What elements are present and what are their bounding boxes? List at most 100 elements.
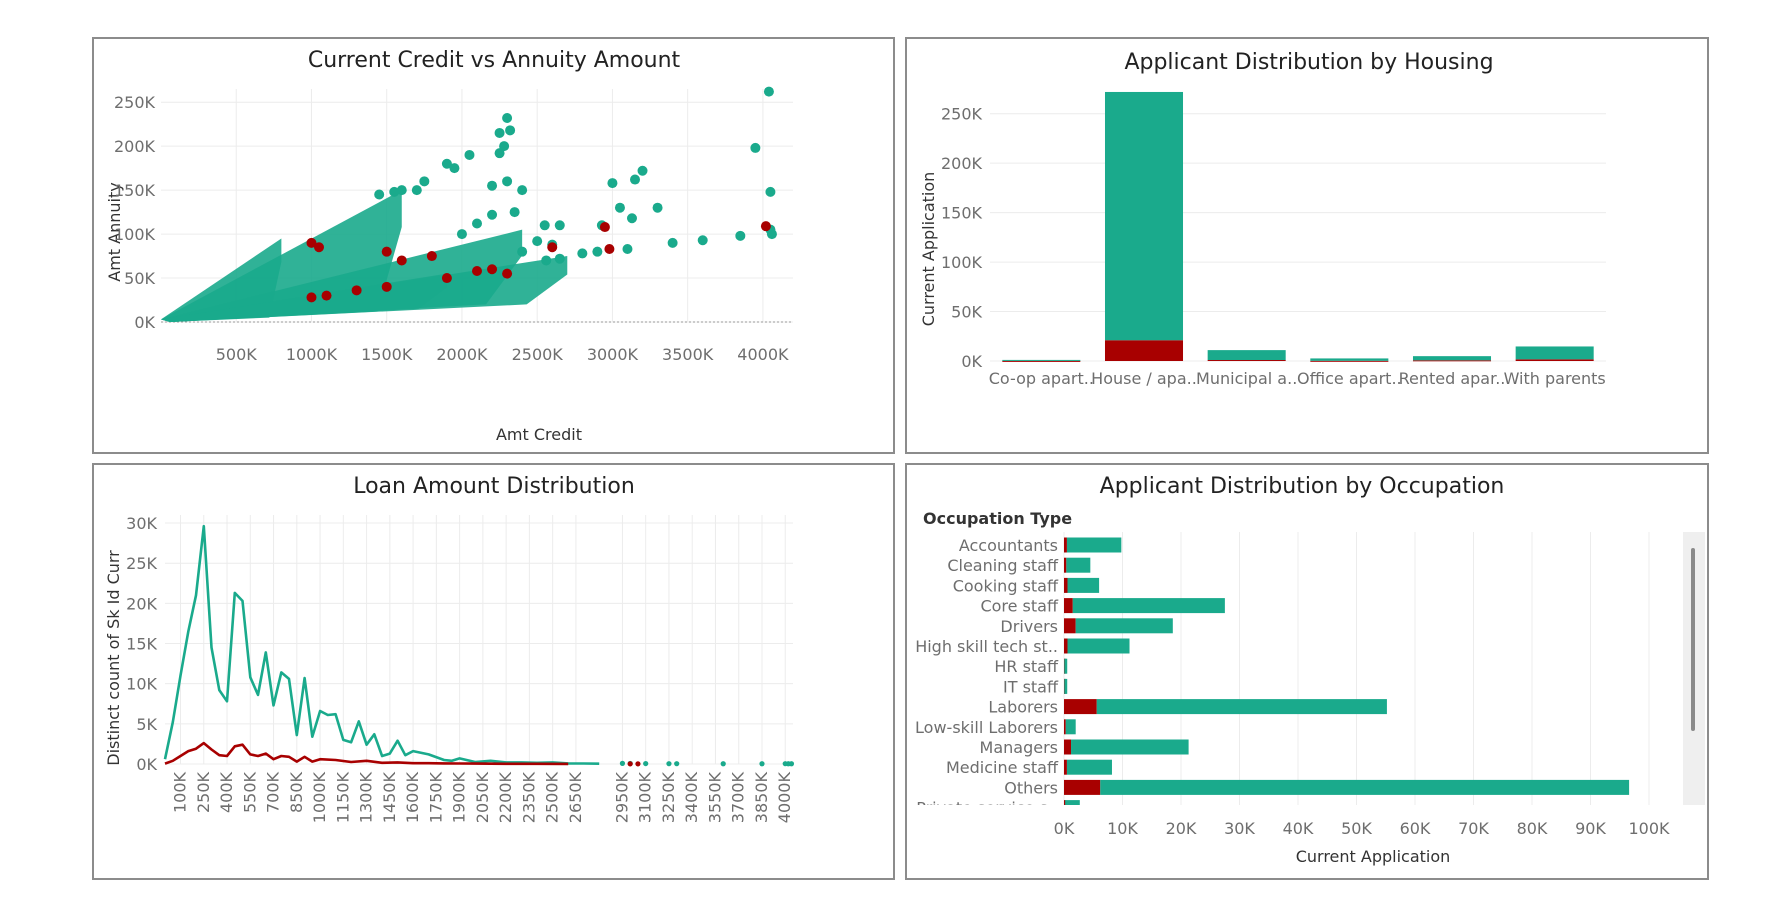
- scatter-point-highlight: [426, 251, 437, 262]
- loan-x-tick-label: 2350K: [519, 772, 538, 824]
- scatter-point-highlight: [306, 237, 317, 248]
- housing-bar-segment: [1002, 360, 1081, 362]
- scatter-point: [554, 220, 565, 231]
- housing-bar-segment: [1104, 340, 1184, 361]
- occupation-x-tick-label: 0K: [1054, 819, 1075, 838]
- scatter-point: [766, 229, 777, 240]
- occupation-x-tick-label: 70K: [1458, 819, 1489, 838]
- loan-y-axis-label: Distinct count of Sk Id Curr: [104, 550, 123, 766]
- occupation-bar-segment: [1065, 800, 1080, 805]
- scatter-point: [539, 220, 550, 231]
- occupation-category-label: Drivers: [1000, 617, 1058, 636]
- loan-x-tick-label: 1000K: [310, 772, 329, 824]
- occupation-bar-segment: [1067, 577, 1100, 593]
- loan-y-tick-label: 5K: [136, 715, 157, 734]
- loan-x-tick-label: 2050K: [473, 772, 492, 824]
- loan-x-tick-label: 3550K: [705, 772, 724, 824]
- occupation-chart: Applicant Distribution by Occupation Occ…: [915, 474, 1705, 866]
- housing-category-label: With parents: [1504, 369, 1606, 388]
- housing-bar-segment: [1515, 346, 1594, 360]
- occupation-category-label: HR staff: [994, 657, 1059, 676]
- scatter-point-highlight: [760, 221, 771, 232]
- scatter-y-tick-label: 0K: [134, 313, 155, 332]
- scatter-point: [637, 165, 648, 176]
- scatter-point-highlight: [351, 285, 362, 296]
- loan-x-tick-label: 700K: [264, 771, 283, 813]
- occupation-x-tick-label: 20K: [1166, 819, 1197, 838]
- loan-x-tick-label: 3100K: [636, 772, 655, 824]
- scatter-x-tick-label: 2000K: [436, 345, 488, 364]
- loan-x-tick-label: 4000K: [775, 772, 794, 824]
- occupation-bar-segment: [1071, 739, 1189, 755]
- scatter-point-highlight: [472, 266, 482, 277]
- housing-category-label: Co-op apart..: [989, 369, 1094, 388]
- scatter-point: [374, 189, 385, 200]
- loan-x-tick-label: 2500K: [543, 772, 562, 824]
- occupation-category-label: Medicine staff: [946, 758, 1059, 777]
- housing-bar-segment: [1310, 358, 1389, 361]
- occupation-category-label: IT staff: [1003, 677, 1059, 696]
- loan-y-tick-label: 15K: [126, 635, 157, 654]
- scatter-point: [630, 174, 640, 185]
- housing-bar-segment: [1412, 360, 1492, 362]
- scatter-point: [750, 142, 761, 153]
- occupation-x-axis-label: Current Application: [1296, 847, 1451, 866]
- scatter-point: [456, 229, 467, 240]
- occupation-bar-segment: [1066, 557, 1091, 573]
- scatter-point: [502, 176, 513, 187]
- scatter-point-highlight: [441, 273, 452, 284]
- scatter-point: [494, 148, 505, 159]
- scatter-y-tick-label: 200K: [114, 137, 156, 156]
- scatter-point: [532, 236, 543, 247]
- occupation-category-label: Others: [1004, 778, 1058, 797]
- loan-line-secondary: [164, 741, 569, 766]
- loan-x-tick-label: 850K: [287, 771, 306, 813]
- housing-y-tick-label: 50K: [951, 303, 982, 322]
- scatter-title: Current Credit vs Annuity Amount: [308, 48, 681, 73]
- occupation-category-label: Laborers: [988, 698, 1058, 717]
- occupation-header: Occupation Type: [923, 509, 1072, 528]
- occupation-category-label: Private service s..: [916, 799, 1058, 818]
- scatter-point-highlight: [487, 264, 498, 275]
- housing-category-label: Office apart..: [1297, 369, 1402, 388]
- occupation-bar-segment: [1064, 638, 1068, 654]
- occupation-title: Applicant Distribution by Occupation: [1100, 474, 1505, 499]
- scatter-point: [411, 185, 422, 196]
- scatter-point: [487, 209, 498, 220]
- housing-panel: Applicant Distribution by Housing Curren…: [905, 37, 1709, 454]
- occupation-bar-segment: [1066, 759, 1112, 775]
- scrollbar-thumb[interactable]: [1691, 548, 1695, 731]
- loan-x-tick-label: 400K: [217, 771, 236, 813]
- loan-y-tick-label: 0K: [136, 755, 157, 774]
- loan-sparse-point: [759, 761, 765, 767]
- scatter-point: [505, 125, 516, 136]
- loan-sparse-point: [788, 761, 795, 767]
- occupation-x-tick-label: 90K: [1575, 819, 1606, 838]
- scatter-point-highlight: [381, 281, 392, 292]
- scatter-point: [592, 246, 603, 257]
- occupation-category-label: Low-skill Laborers: [915, 718, 1058, 737]
- loan-y-tick-label: 30K: [126, 514, 157, 533]
- scatter-point: [697, 235, 708, 246]
- occupation-bar-segment: [1075, 618, 1173, 634]
- housing-bar-segment: [1207, 360, 1286, 362]
- scatter-chart: Current Credit vs Annuity Amount Amt Cre…: [105, 48, 793, 444]
- housing-y-tick-label: 200K: [941, 154, 983, 173]
- occupation-bar-segment: [1066, 537, 1122, 553]
- occupation-category-label: Cleaning staff: [947, 556, 1059, 575]
- scatter-point: [735, 230, 746, 241]
- occupation-bar-segment: [1064, 537, 1067, 553]
- occupation-bar-segment: [1064, 759, 1067, 775]
- scatter-x-tick-label: 2500K: [512, 345, 564, 364]
- housing-bar-segment: [1515, 359, 1594, 361]
- loan-x-tick-label: 2950K: [612, 772, 631, 824]
- scatter-point: [652, 202, 663, 213]
- loan-sparse-point: [720, 761, 726, 767]
- scatter-x-tick-label: 1000K: [286, 345, 338, 364]
- housing-category-label: House / apa..: [1091, 369, 1197, 388]
- occupation-bar-segment: [1064, 800, 1066, 805]
- scatter-point: [449, 163, 460, 174]
- loan-y-tick-label: 25K: [126, 554, 157, 573]
- scatter-y-tick-label: 50K: [124, 269, 155, 288]
